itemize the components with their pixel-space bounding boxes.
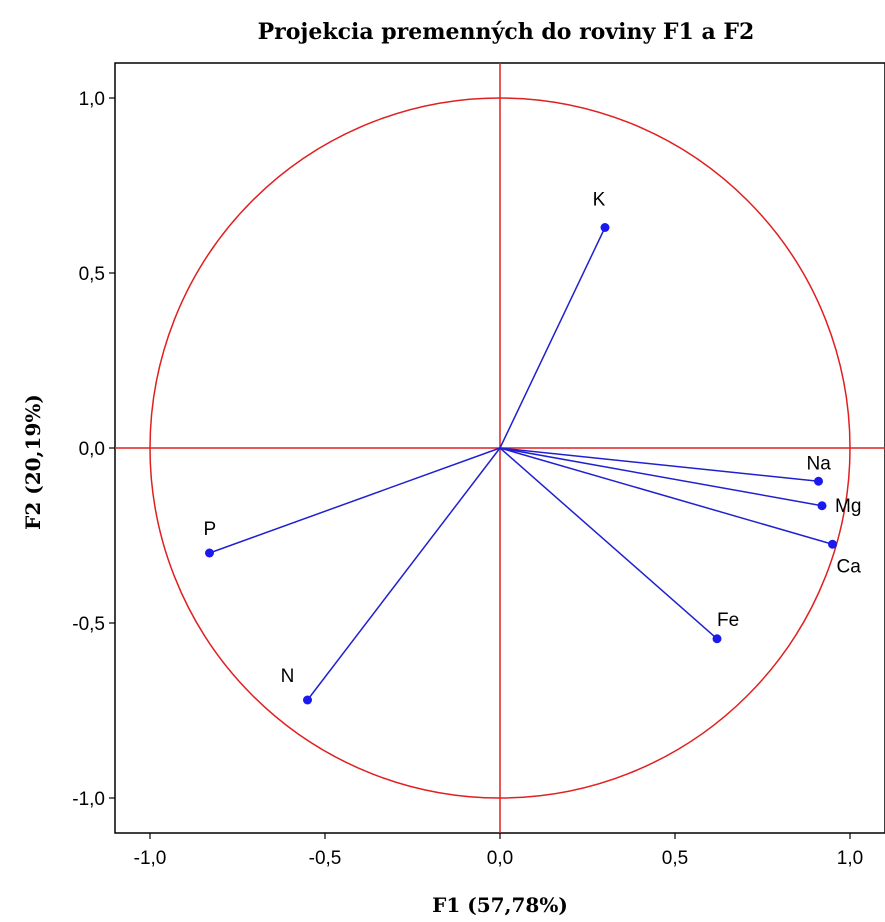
x-tick-label: 1,0 (837, 848, 863, 869)
point-p (205, 548, 214, 558)
point-n (303, 695, 312, 705)
point-fe (712, 634, 722, 644)
x-tick-label: -1,0 (134, 848, 167, 869)
vector-mg (499, 447, 823, 507)
label-mg: Mg (835, 496, 861, 517)
label-fe: Fe (717, 610, 739, 631)
y-tick-label: -1,0 (72, 789, 105, 810)
x-tick-label: 0,0 (487, 848, 513, 869)
x-tick-label: -0,5 (309, 848, 342, 869)
point-k (600, 223, 610, 232)
chart-title: Projekcia premenných do roviny F1 a F2 (258, 19, 755, 45)
vector-fe (499, 447, 718, 640)
label-ca: Ca (837, 556, 862, 577)
vector-p (209, 447, 501, 554)
label-k: K (593, 190, 606, 211)
vector-n (306, 447, 501, 701)
y-tick-label: 0,0 (79, 439, 105, 460)
label-n: N (281, 666, 295, 687)
point-ca (828, 539, 837, 549)
vector-k (499, 227, 606, 449)
label-p: P (204, 519, 217, 540)
vector-na (499, 447, 819, 482)
plot-area: -1,0 -0,5 0,0 0,5 1,0 1,0 0,5 0,0 -0,5 -1,0 K Na Mg C… (72, 62, 885, 869)
x-tick-label: 0,5 (662, 848, 688, 869)
point-mg (817, 501, 827, 511)
y-tick-label: -0,5 (72, 614, 105, 635)
y-tick-label: 1,0 (79, 89, 105, 110)
y-tick-label: 0,5 (79, 264, 105, 285)
x-axis-title: F1 (57,78%) (432, 893, 568, 917)
point-na (814, 476, 823, 486)
label-na: Na (807, 453, 832, 474)
y-axis-title: F2 (20,19%) (21, 394, 45, 530)
vector-ca (499, 447, 833, 545)
